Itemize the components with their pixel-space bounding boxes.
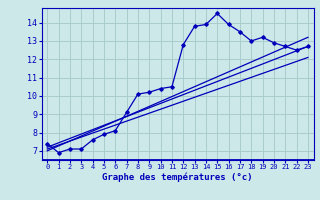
- X-axis label: Graphe des températures (°c): Graphe des températures (°c): [102, 173, 253, 182]
